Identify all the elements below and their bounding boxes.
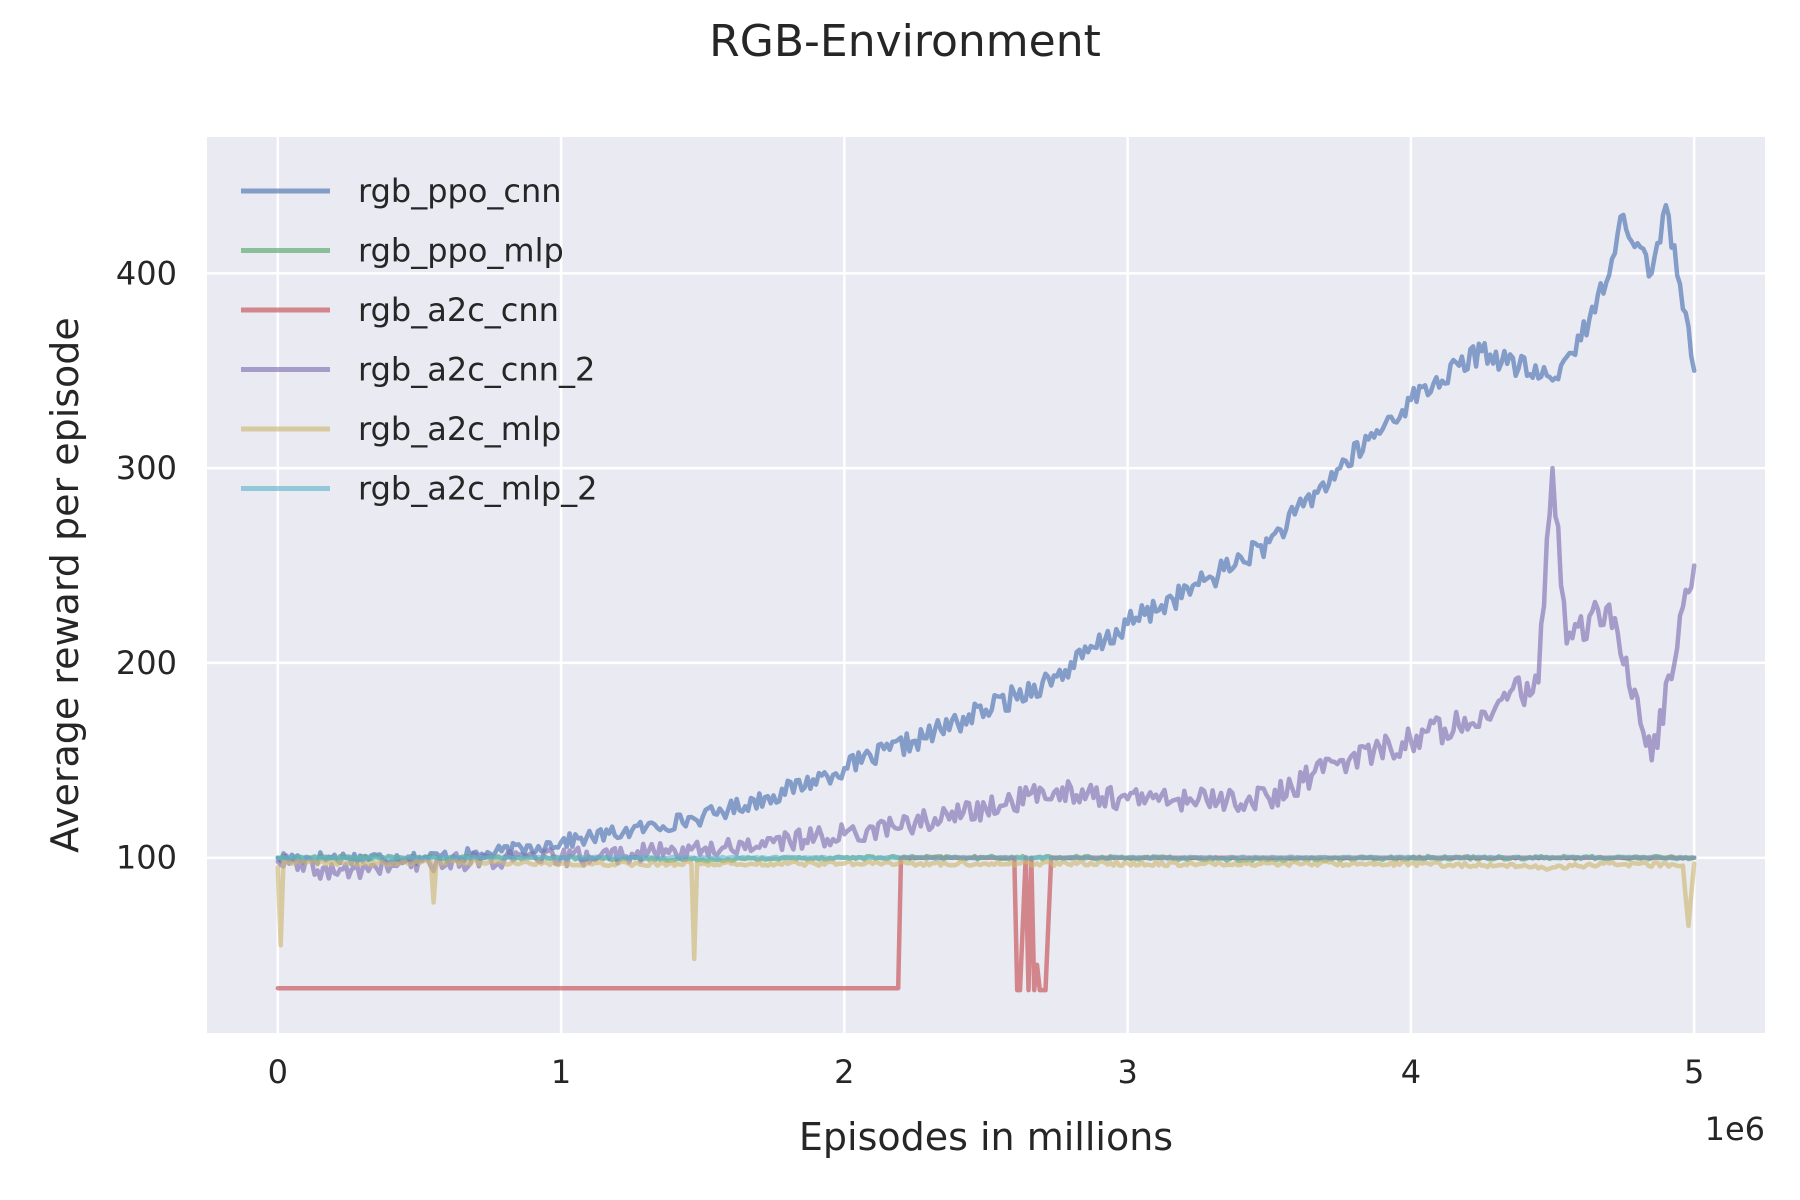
legend-label: rgb_a2c_mlp: [358, 410, 561, 448]
y-tick-label: 400: [116, 254, 177, 292]
legend-label: rgb_a2c_mlp_2: [358, 470, 598, 508]
legend-label: rgb_ppo_cnn: [358, 172, 562, 210]
legend-label: rgb_a2c_cnn_2: [358, 351, 595, 389]
x-tick-label: 5: [1684, 1053, 1704, 1091]
legend-label: rgb_ppo_mlp: [358, 232, 564, 270]
series-layer: [275, 202, 1697, 993]
x-tick-label: 1: [551, 1053, 571, 1091]
y-tick-label: 300: [116, 449, 177, 487]
plot-area: [207, 137, 1765, 1033]
series-line-rgb-a2c-mlp-2: [275, 854, 1697, 861]
y-axis-label: Average reward per episode: [43, 317, 87, 853]
legend: rgb_ppo_cnn rgb_ppo_mlp rgb_a2c_cnn rgb_a2c…: [241, 172, 598, 508]
series-line-rgb-ppo-cnn: [275, 202, 1697, 867]
x-tick-label: 4: [1401, 1053, 1421, 1091]
series-line-rgb-a2c-mlp: [275, 857, 1697, 962]
x-tick-label: 0: [268, 1053, 288, 1091]
y-tick-label: 200: [116, 644, 177, 682]
y-tick-label: 100: [116, 839, 177, 877]
x-tick-label: 3: [1117, 1053, 1137, 1091]
x-axis-label: Episodes in millions: [799, 1115, 1173, 1159]
legend-label: rgb_a2c_cnn: [358, 291, 559, 329]
x-axis-offset-label: 1e6: [1705, 1110, 1765, 1148]
x-tick-label: 2: [834, 1053, 854, 1091]
chart-title: RGB-Environment: [709, 16, 1101, 67]
tick-layer: 0 1 2 3 4 5 100 200 300 400: [116, 254, 1704, 1091]
